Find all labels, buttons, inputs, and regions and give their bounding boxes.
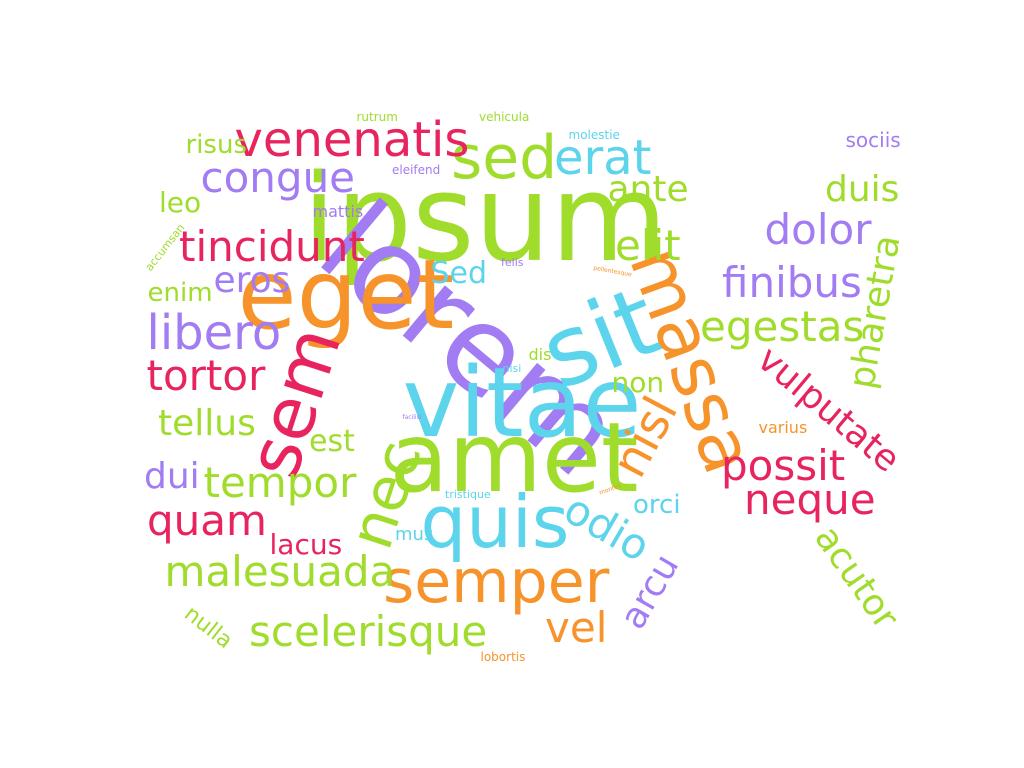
word-molestie: molestie: [568, 128, 620, 142]
word-dolor: dolor: [764, 205, 872, 254]
word-vel: vel: [545, 603, 608, 652]
word-ipsum: ipsum: [302, 150, 668, 289]
word-libero: libero: [146, 305, 282, 361]
word-eget: eget: [237, 239, 455, 351]
word-leo: leo: [159, 186, 202, 219]
word-facilisi: facilisi: [402, 414, 422, 421]
word-nisi: nisi: [502, 361, 522, 375]
word-mus: mus: [395, 524, 434, 545]
word-egestas: egestas: [700, 302, 865, 351]
word-nulla: nulla: [179, 601, 237, 654]
word-tempor: tempor: [203, 458, 357, 507]
word-erat: erat: [554, 130, 652, 186]
word-acutor: acutor: [806, 518, 907, 637]
word-ante: ante: [607, 169, 689, 210]
word-tincidunt: tincidunt: [179, 222, 365, 271]
word-felis: felis: [501, 255, 524, 269]
word-tristique: tristique: [445, 487, 491, 501]
word-tellus: tellus: [158, 403, 256, 444]
word-pharetra: pharetra: [840, 232, 909, 392]
word-finibus: finibus: [722, 258, 862, 307]
word-vehicula: vehicula: [479, 110, 530, 124]
word-non: non: [611, 366, 665, 399]
word-eleifend: eleifend: [392, 163, 441, 177]
word-tortor: tortor: [146, 351, 266, 400]
word-semper: semper: [383, 547, 610, 617]
word-enim: enim: [147, 278, 213, 308]
word-lobortis: lobortis: [480, 650, 526, 664]
word-scelerisque: scelerisque: [249, 607, 488, 656]
word-quam: quam: [147, 496, 267, 545]
word-venenatis: venenatis: [234, 112, 470, 168]
word-est: est: [309, 424, 355, 459]
word-sociis: sociis: [845, 128, 901, 152]
word-congue: congue: [200, 153, 356, 202]
word-risus: risus: [185, 130, 247, 160]
word-eros: eros: [213, 260, 291, 301]
word-rutrum: rutrum: [356, 110, 398, 124]
word-mattis: mattis: [312, 202, 364, 221]
word-orci: orci: [633, 490, 681, 520]
word-possit: possit: [721, 441, 846, 490]
word-malesuada: malesuada: [164, 547, 396, 596]
word-lacus: lacus: [269, 528, 343, 561]
word-neque: neque: [744, 475, 876, 524]
word-amet: amet: [389, 402, 639, 514]
word-elit: elit: [615, 221, 681, 270]
word-sed: sed: [451, 123, 558, 193]
word-quis: quis: [420, 480, 570, 564]
word-dis: dis: [528, 345, 552, 364]
word-varius: varius: [758, 418, 808, 437]
word-dui: dui: [144, 456, 200, 497]
word-duis: duis: [825, 169, 900, 210]
word-sed-cap: Sed: [430, 256, 488, 291]
word-vitae: vitae: [402, 347, 642, 459]
